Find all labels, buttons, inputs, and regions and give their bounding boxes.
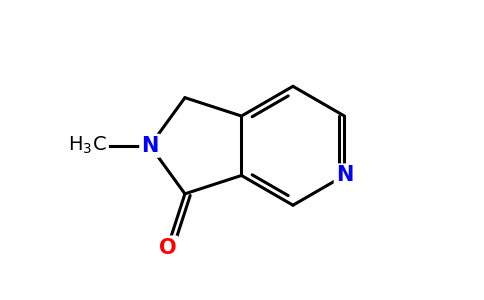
Text: $\mathregular{H_3C}$: $\mathregular{H_3C}$: [68, 135, 107, 156]
Text: N: N: [336, 166, 353, 185]
Text: N: N: [141, 136, 159, 156]
Text: O: O: [159, 238, 176, 258]
